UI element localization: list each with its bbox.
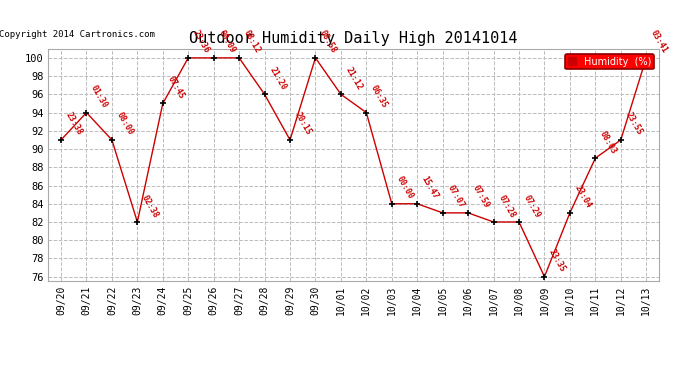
Text: 02:38: 02:38 xyxy=(140,193,161,219)
Text: 08:12: 08:12 xyxy=(242,29,262,55)
Title: Outdoor Humidity Daily High 20141014: Outdoor Humidity Daily High 20141014 xyxy=(189,31,518,46)
Text: 07:59: 07:59 xyxy=(471,184,491,210)
Text: 08:03: 08:03 xyxy=(598,129,618,155)
Text: 23:35: 23:35 xyxy=(547,248,568,274)
Text: 20:15: 20:15 xyxy=(293,111,313,137)
Text: 23:36: 23:36 xyxy=(191,29,211,55)
Text: 07:29: 07:29 xyxy=(522,193,542,219)
Text: 21:20: 21:20 xyxy=(267,65,288,92)
Text: 07:28: 07:28 xyxy=(496,193,517,219)
Text: 07:07: 07:07 xyxy=(446,184,466,210)
Text: Copyright 2014 Cartronics.com: Copyright 2014 Cartronics.com xyxy=(0,30,155,39)
Text: 21:12: 21:12 xyxy=(344,65,364,92)
Text: 08:00: 08:00 xyxy=(115,111,135,137)
Text: 23:38: 23:38 xyxy=(63,111,84,137)
Text: 23:55: 23:55 xyxy=(624,111,644,137)
Text: 01:30: 01:30 xyxy=(89,84,110,110)
Text: 07:45: 07:45 xyxy=(166,75,186,100)
Text: 15:47: 15:47 xyxy=(420,175,440,201)
Legend: Humidity  (%): Humidity (%) xyxy=(565,54,654,69)
Text: 08:58: 08:58 xyxy=(318,29,339,55)
Text: 03:41: 03:41 xyxy=(649,29,669,55)
Text: 00:00: 00:00 xyxy=(395,175,415,201)
Text: 06:35: 06:35 xyxy=(369,84,389,110)
Text: 00:09: 00:09 xyxy=(217,29,237,55)
Text: 23:04: 23:04 xyxy=(573,184,593,210)
